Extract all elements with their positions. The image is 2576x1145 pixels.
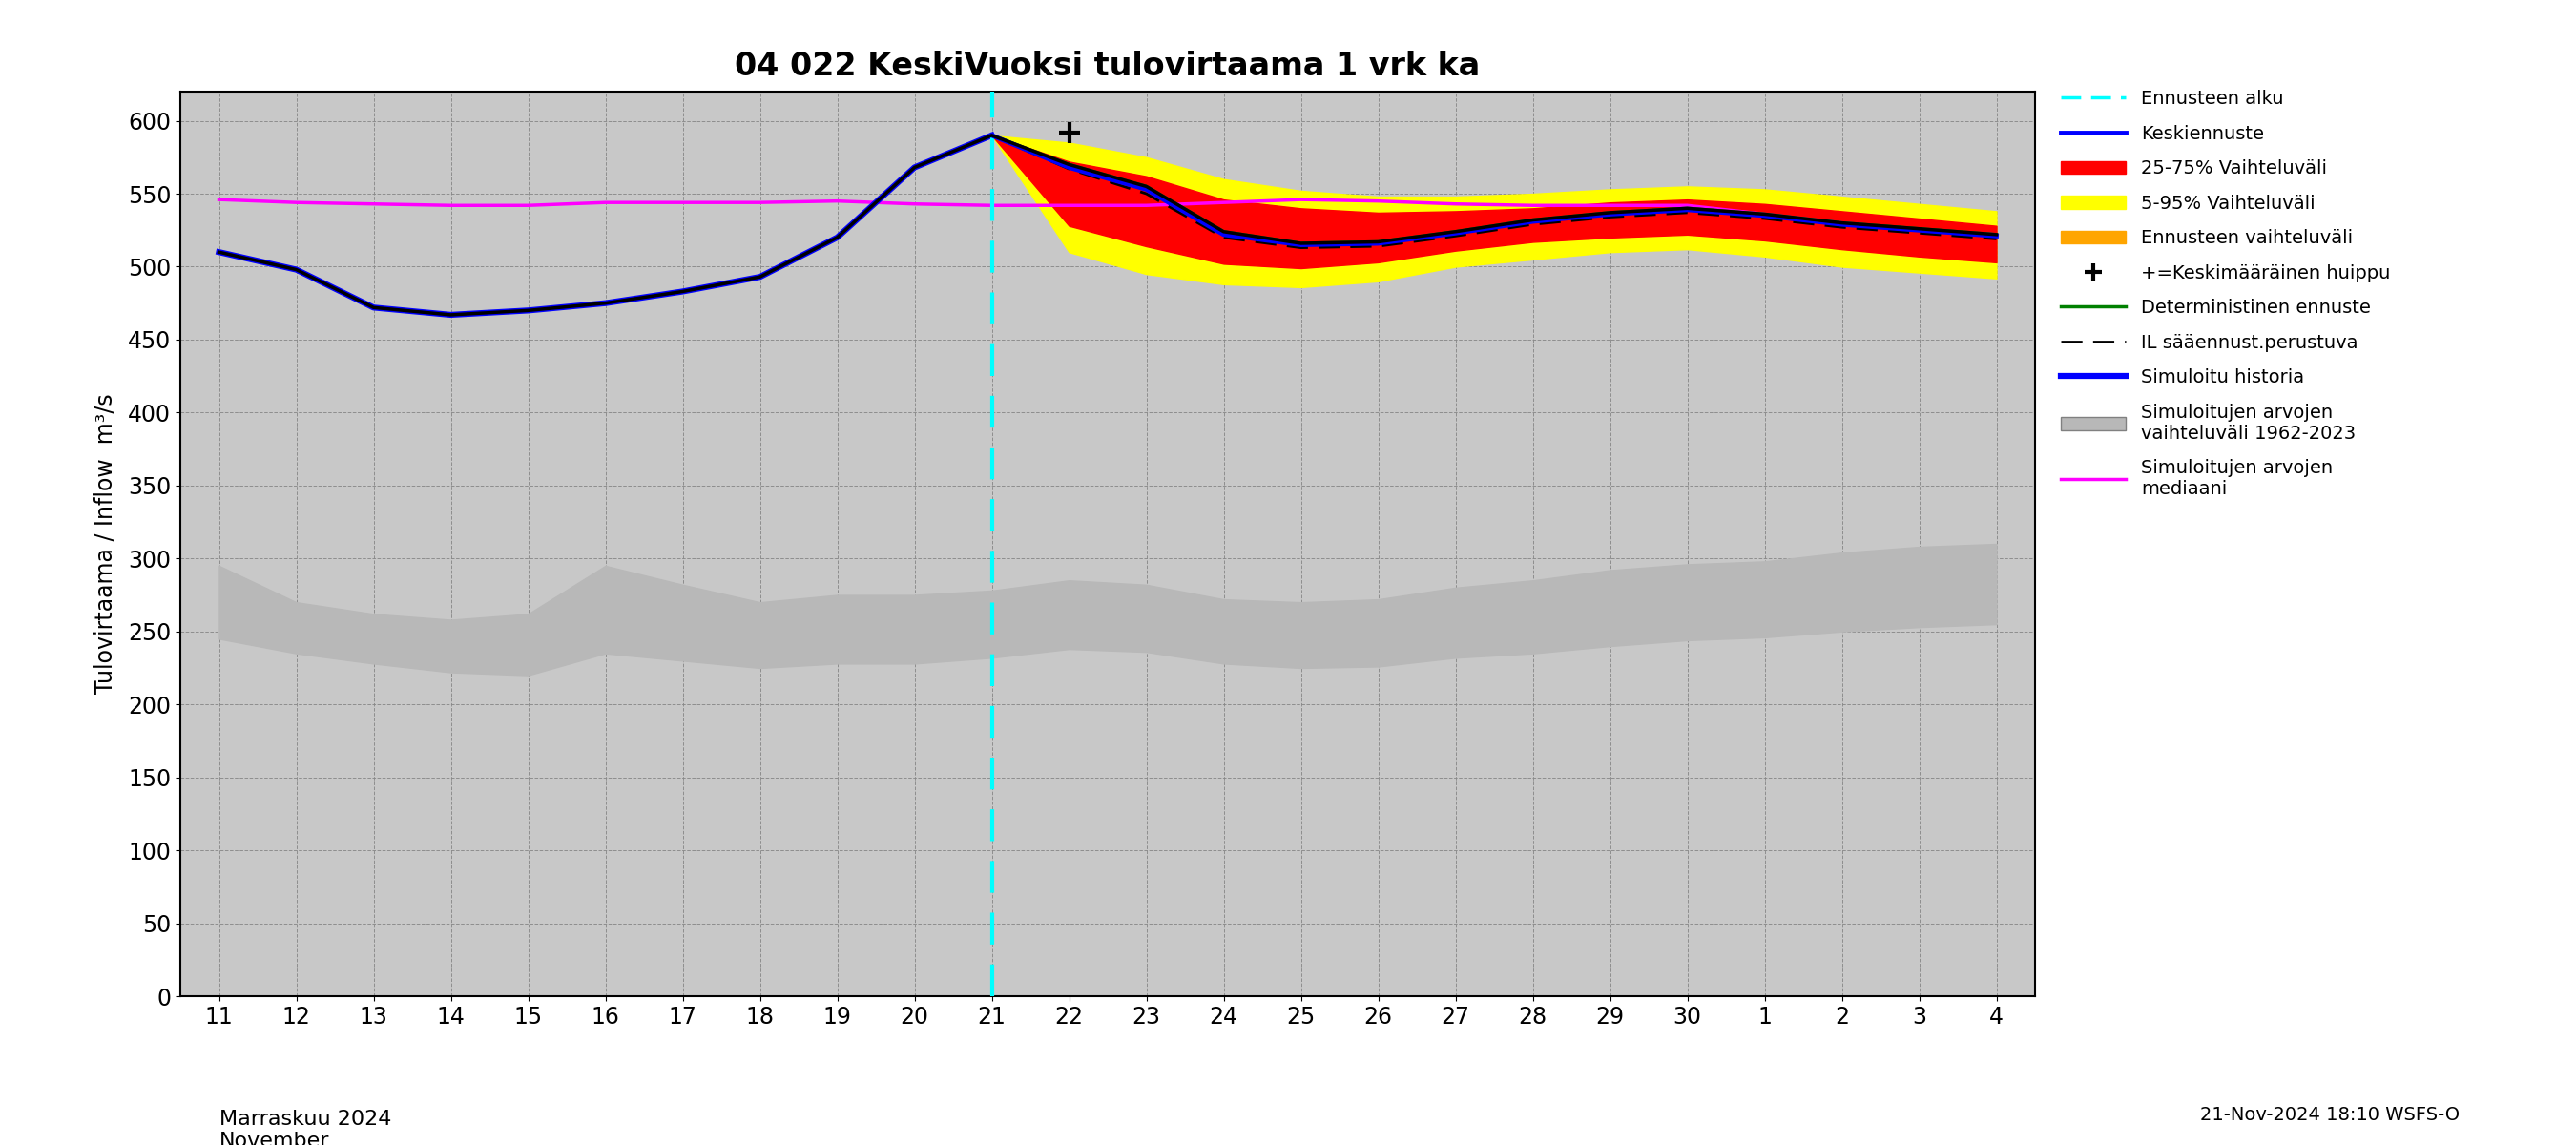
Title: 04 022 KeskiVuoksi tulovirtaama 1 vrk ka: 04 022 KeskiVuoksi tulovirtaama 1 vrk ka xyxy=(734,50,1481,82)
Text: Marraskuu 2024
November: Marraskuu 2024 November xyxy=(219,1110,392,1145)
Y-axis label: Tulovirtaama / Inflow  m³/s: Tulovirtaama / Inflow m³/s xyxy=(95,394,116,694)
Text: 21-Nov-2024 18:10 WSFS-O: 21-Nov-2024 18:10 WSFS-O xyxy=(2200,1106,2460,1124)
Legend: Ennusteen alku, Keskiennuste, 25-75% Vaihteluväli, 5-95% Vaihteluväli, Ennusteen: Ennusteen alku, Keskiennuste, 25-75% Vai… xyxy=(2053,82,2398,506)
